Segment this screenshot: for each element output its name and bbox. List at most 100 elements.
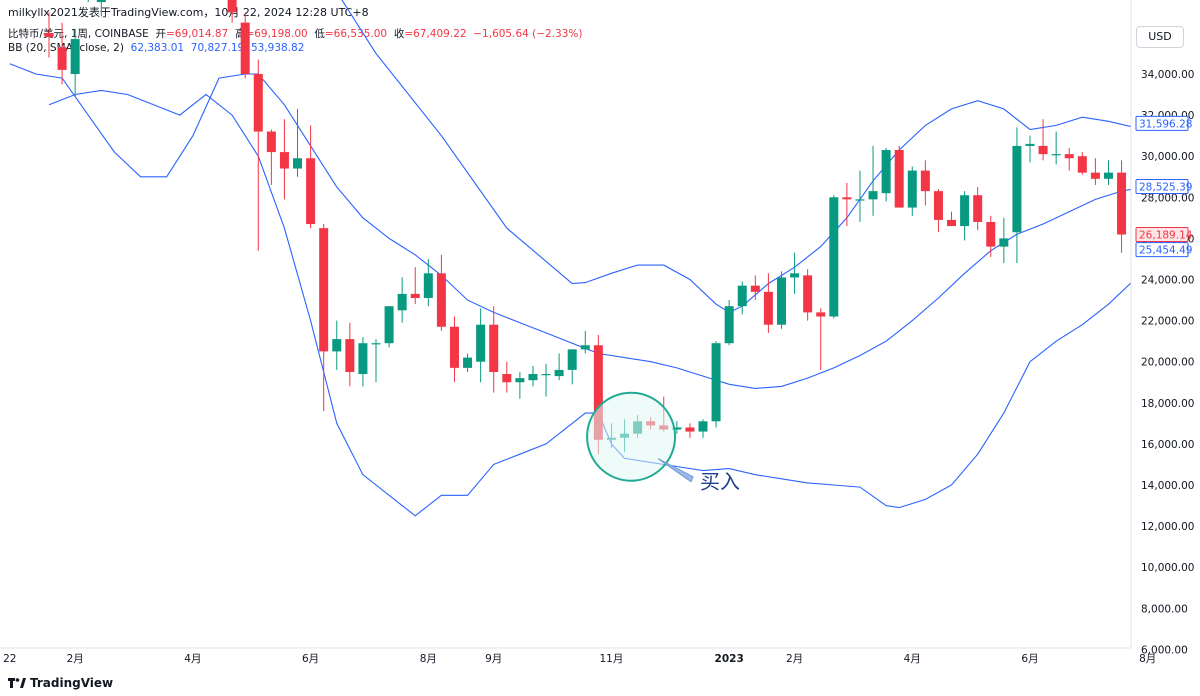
candle-body (960, 195, 970, 227)
x-tick-label: 2月 (67, 653, 84, 665)
candle-body (397, 293, 407, 311)
candle-body (279, 152, 289, 169)
y-tick-label: 10,000.00 (1141, 562, 1194, 574)
candle-body (332, 339, 342, 352)
price-label: 25,454.49 (1139, 245, 1192, 257)
candle-body (737, 285, 747, 307)
candle-body (515, 378, 525, 383)
candle-body (999, 238, 1009, 247)
candle-body (44, 32, 54, 38)
candle-body (842, 197, 852, 200)
tradingview-logo-icon (8, 677, 26, 689)
y-tick-label: 28,000.00 (1141, 192, 1194, 204)
candle-body (855, 199, 865, 201)
x-tick-label: 8月 (420, 653, 437, 665)
candle-body (803, 275, 813, 313)
candle-body (240, 22, 250, 74)
candle-body (567, 349, 577, 370)
candle-body (253, 74, 263, 132)
high-value: =69,198.00 (245, 28, 308, 40)
price-label-box (1135, 115, 1189, 131)
candle-body (319, 228, 329, 352)
candle-body (306, 158, 316, 225)
close-value: =67,409.22 (404, 28, 467, 40)
candles (44, 0, 1127, 455)
x-tick-label: 6月 (1021, 653, 1038, 665)
price-label: 28,525.39 (1139, 182, 1192, 194)
candle-body (1117, 172, 1127, 235)
y-tick-label: 20,000.00 (1141, 357, 1194, 369)
candle-body (920, 170, 930, 192)
buy-arrow-icon (657, 458, 694, 483)
y-tick-label: 16,000.00 (1141, 439, 1194, 451)
high-label: 高 (234, 28, 246, 40)
candle-body (1090, 172, 1100, 179)
price-label-box (1135, 179, 1189, 195)
x-tick-label: 4月 (184, 653, 201, 665)
candle-body (580, 345, 590, 350)
candle-body (881, 150, 891, 194)
change-value: −1,605.64 (−2.33%) (473, 28, 583, 40)
candle-body (463, 357, 473, 368)
buy-annotation: 买入 (586, 391, 740, 494)
y-tick-label: 14,000.00 (1141, 480, 1194, 492)
x-tick-label: 9月 (485, 653, 502, 665)
publisher-header: milkyllx2021发表于TradingView.com，10月 22, 2… (8, 6, 369, 19)
bb-upper-value: 70,827.19 (190, 42, 245, 54)
candle-body (790, 273, 800, 278)
currency-button[interactable]: USD (1136, 26, 1184, 48)
candle-body (1064, 154, 1074, 159)
candle-body (227, 0, 237, 13)
candle-body (763, 291, 773, 325)
x-tick-label: 11月 (600, 653, 624, 665)
buy-label: 买入 (700, 470, 740, 494)
candle-body (1025, 143, 1035, 146)
candle-body (685, 427, 695, 432)
candle-body (750, 285, 760, 292)
open-value: =69,014.87 (166, 28, 229, 40)
y-tick-label: 8,000.00 (1141, 603, 1188, 615)
ohlc-legend: 比特币/美元, 1周, COINBASE 开=69,014.87 高=69,19… (8, 26, 583, 41)
candle-body (502, 374, 512, 383)
bb-middle-line (9, 63, 1131, 389)
candle-body (345, 339, 355, 372)
close-label: 收 (393, 28, 405, 40)
y-tick-label: 18,000.00 (1141, 398, 1194, 410)
candle-body (933, 191, 943, 220)
price-label-box (1135, 242, 1189, 258)
candle-body (1038, 145, 1048, 155)
candle-body (423, 273, 433, 298)
x-tick-label: 8月 (1139, 653, 1156, 665)
bb-mid-value: 62,383.01 (130, 42, 185, 54)
candle-body (1012, 145, 1022, 233)
candle-body (70, 39, 80, 74)
tradingview-logo-text: TradingView (30, 676, 114, 690)
x-tick-label: 4月 (904, 653, 921, 665)
candle-body (57, 47, 67, 70)
candle-body (554, 369, 564, 377)
candle-body (358, 343, 368, 375)
candle-body (1077, 156, 1087, 173)
candle-body (829, 197, 839, 317)
y-tick-label: 12,000.00 (1141, 521, 1194, 533)
candle-body (907, 170, 917, 208)
candle-body (293, 158, 303, 169)
price-label: 31,596.28 (1139, 118, 1192, 130)
x-tick-label: 22 (3, 653, 16, 665)
candle-body (410, 293, 420, 298)
candle-body (489, 324, 499, 372)
candle-body (449, 326, 459, 368)
candle-body (541, 374, 551, 376)
bb-lower-value: 53,938.82 (250, 42, 305, 54)
candle-body (1051, 154, 1061, 156)
y-tick-label: 24,000.00 (1141, 275, 1194, 287)
candle-body (947, 219, 957, 227)
buy-highlight-circle (586, 391, 677, 482)
low-label: 低 (314, 28, 325, 40)
candle-body (816, 312, 826, 317)
candle-body (384, 306, 394, 344)
y-tick-label: 6,000.00 (1141, 644, 1188, 656)
candle-body (436, 273, 446, 327)
open-label: 开 (155, 28, 167, 40)
